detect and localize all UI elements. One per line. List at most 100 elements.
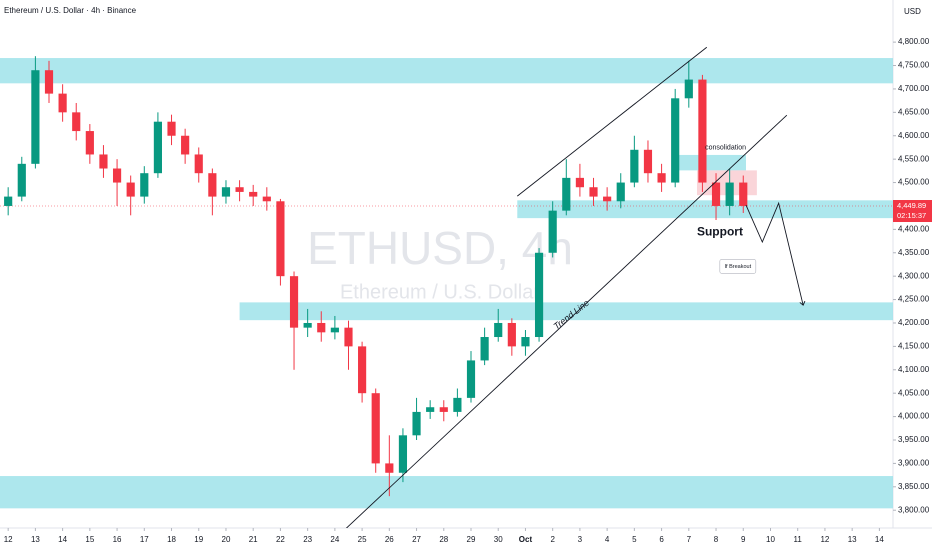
candle-body	[507, 322, 516, 347]
y-tick-label: 4,150.00	[898, 341, 930, 350]
candle-body	[140, 173, 149, 197]
trend-line	[517, 46, 708, 197]
candle-body	[235, 187, 244, 192]
candle-body	[153, 121, 162, 174]
x-tick-label: 19	[194, 535, 203, 544]
candle-body	[31, 70, 40, 164]
x-tick-label: 27	[412, 535, 421, 544]
y-tick-label: 3,850.00	[898, 482, 930, 491]
x-tick-label: 7	[687, 535, 692, 544]
x-tick-label: 16	[113, 535, 122, 544]
y-tick-label: 4,750.00	[898, 61, 930, 70]
x-tick-label: 12	[4, 535, 13, 544]
x-tick-label: 25	[358, 535, 367, 544]
y-tick-label: 4,650.00	[898, 107, 930, 116]
candle-body	[181, 135, 190, 155]
y-tick-label: 4,000.00	[898, 412, 930, 421]
x-tick-label: 13	[31, 535, 40, 544]
candle-body	[616, 182, 625, 202]
zone	[0, 476, 893, 509]
annotation: Support	[697, 224, 743, 238]
y-tick-label: 4,300.00	[898, 271, 930, 280]
x-tick-label: Oct	[519, 535, 533, 544]
projection-path	[745, 201, 803, 305]
watermark: ETHUSD, 4h	[307, 222, 573, 274]
x-tick-label: 14	[58, 535, 67, 544]
y-tick-label: 4,700.00	[898, 84, 930, 93]
price-axis-bg	[893, 0, 932, 550]
candle-body	[221, 187, 231, 197]
watermark-subtitle: Ethereum / U.S. Dollar	[340, 281, 540, 303]
annotation-box	[719, 259, 757, 274]
candle-body	[603, 196, 612, 202]
candle-body	[330, 327, 339, 333]
candle-body	[453, 397, 462, 412]
candle-body	[589, 187, 598, 197]
trend-line	[345, 114, 788, 528]
last-price-label: 4,449.89	[897, 201, 926, 210]
candle-body	[58, 93, 67, 113]
candle-body	[466, 360, 476, 398]
candle-body	[17, 163, 26, 197]
x-tick-label: 17	[140, 535, 149, 544]
candle-body	[262, 196, 271, 202]
chart-title: Ethereum / U.S. Dollar · 4h · Binance	[4, 6, 137, 15]
candle-body	[398, 435, 408, 473]
candle-body	[126, 182, 135, 197]
y-tick-label: 4,200.00	[898, 318, 930, 327]
candle-body	[494, 322, 503, 338]
x-tick-label: 2	[550, 535, 555, 544]
x-tick-label: 15	[85, 535, 94, 544]
zone	[517, 200, 893, 219]
currency-label[interactable]: USD	[904, 7, 921, 16]
candle-body	[249, 191, 258, 197]
x-tick-label: 14	[875, 535, 884, 544]
x-tick-label: 10	[766, 535, 775, 544]
y-tick-label: 4,400.00	[898, 224, 930, 233]
y-tick-label: 4,050.00	[898, 388, 930, 397]
candle-body	[85, 131, 94, 155]
x-tick-label: 23	[303, 535, 312, 544]
candle-body	[385, 463, 394, 473]
y-tick-label: 3,800.00	[898, 505, 930, 514]
candle-body	[371, 393, 380, 464]
x-tick-label: 11	[794, 535, 803, 544]
x-tick-label: 20	[222, 535, 231, 544]
candle-body	[698, 79, 707, 183]
candle-body	[99, 154, 108, 169]
candle-body	[671, 98, 680, 183]
candle-body	[72, 112, 81, 132]
candle-body	[208, 173, 217, 197]
x-tick-label: 3	[578, 535, 583, 544]
x-tick-label: 26	[385, 535, 394, 544]
candle-body	[562, 177, 571, 211]
x-tick-label: 13	[848, 535, 857, 544]
zone	[239, 302, 893, 321]
zone	[677, 154, 746, 171]
candle-body	[358, 346, 367, 394]
x-tick-label: 28	[439, 535, 448, 544]
countdown: 02:15:37	[897, 211, 926, 220]
zone	[0, 58, 893, 84]
candle-body	[276, 201, 285, 277]
x-tick-label: 9	[741, 535, 746, 544]
x-tick-label: 12	[820, 535, 829, 544]
candle-body	[575, 177, 584, 188]
last-price-tag	[893, 200, 932, 223]
candle-body	[725, 182, 734, 206]
y-tick-label: 4,600.00	[898, 131, 930, 140]
candle-body	[44, 70, 54, 94]
x-tick-label: 24	[330, 535, 339, 544]
candle-body	[480, 337, 489, 361]
candle-body	[194, 154, 203, 174]
x-tick-label: 6	[659, 535, 664, 544]
y-tick-label: 4,500.00	[898, 178, 930, 187]
y-tick-label: 4,800.00	[898, 37, 930, 46]
x-tick-label: 5	[632, 535, 637, 544]
candle-body	[426, 407, 435, 412]
candle-body	[112, 168, 122, 183]
candle-body	[534, 252, 544, 338]
x-tick-label: 18	[167, 535, 176, 544]
